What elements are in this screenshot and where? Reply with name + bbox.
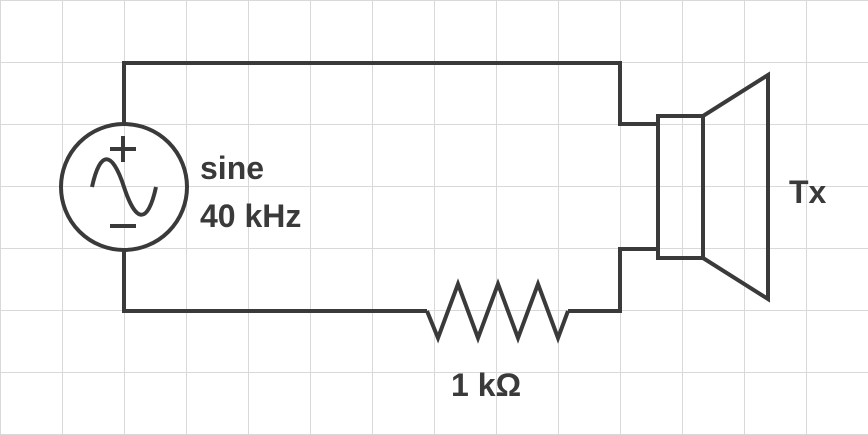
- speaker-body: [656, 114, 705, 260]
- source-frequency-label: 40 kHz: [200, 198, 302, 234]
- resistor-value-label: 1 kΩ: [451, 367, 522, 403]
- speaker-cone: [701, 71, 770, 303]
- ac-source-circle: [59, 122, 189, 252]
- transducer-label: Tx: [789, 174, 827, 210]
- wire-bottom-left: [122, 250, 427, 313]
- sine-wave-icon: [90, 157, 158, 217]
- source-waveform-label: sine: [200, 150, 265, 186]
- resistor-zigzag: [425, 278, 570, 344]
- wire-top: [122, 61, 657, 126]
- wire-bottom-right: [568, 247, 657, 313]
